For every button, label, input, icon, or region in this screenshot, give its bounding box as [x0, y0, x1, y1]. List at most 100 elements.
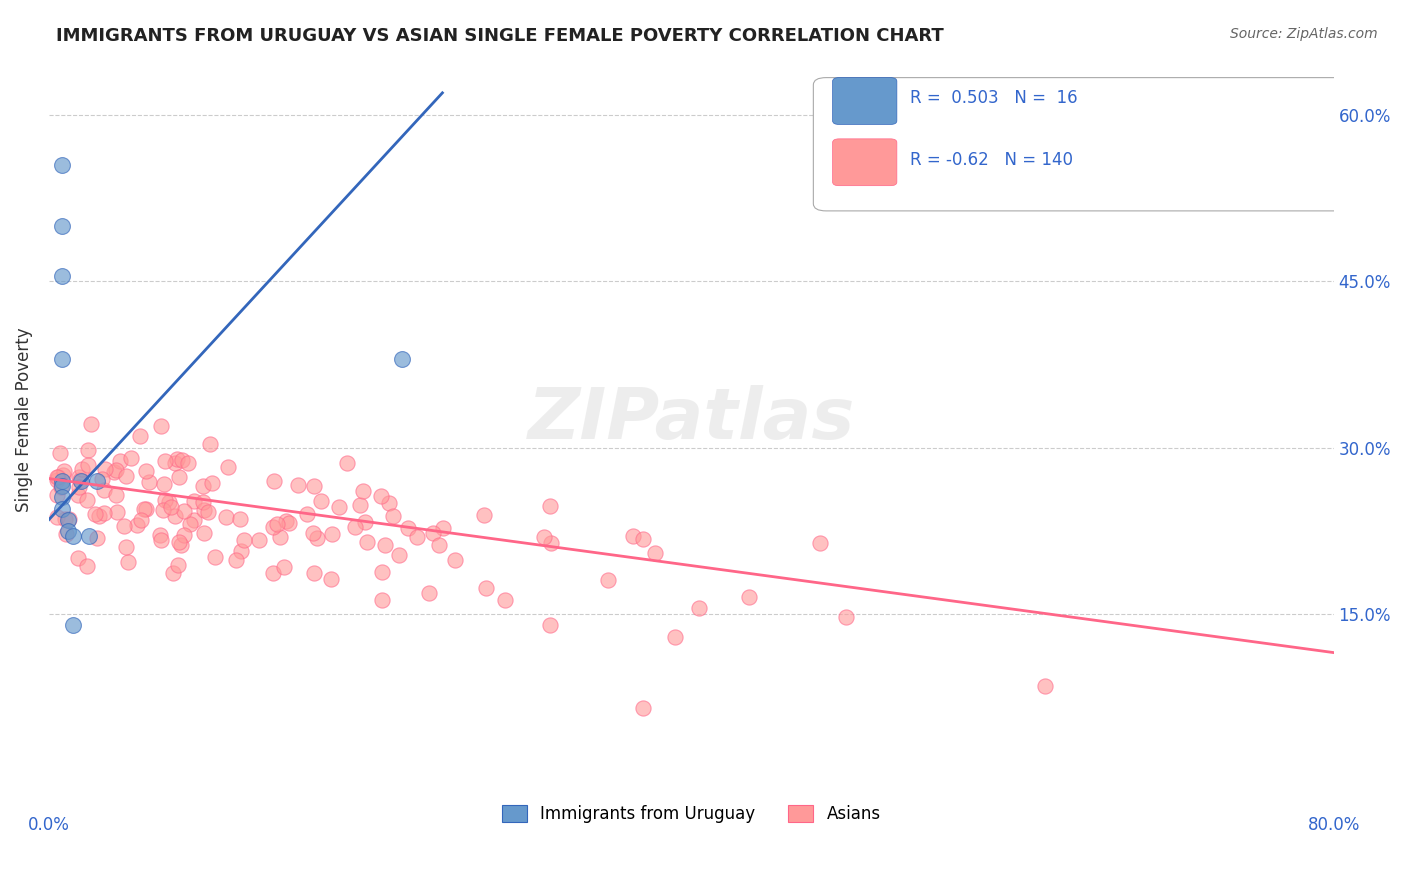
Point — [125, 518, 148, 533]
Point — [105, 505, 128, 519]
Point — [391, 351, 413, 366]
Point — [55, 526, 77, 541]
Point — [356, 534, 378, 549]
FancyBboxPatch shape — [832, 78, 897, 125]
FancyBboxPatch shape — [813, 78, 1360, 211]
Point — [103, 465, 125, 479]
Point — [540, 536, 562, 550]
Point — [51, 268, 73, 283]
Point — [183, 513, 205, 527]
Text: 0.0%: 0.0% — [28, 816, 70, 834]
Point — [62, 529, 84, 543]
Point — [135, 465, 157, 479]
Point — [262, 566, 284, 581]
Point — [91, 472, 114, 486]
Point — [631, 533, 654, 547]
Point — [277, 516, 299, 531]
Point — [128, 429, 150, 443]
Point — [46, 470, 69, 484]
Point — [444, 553, 467, 567]
Point — [162, 566, 184, 580]
Point — [427, 537, 450, 551]
Point — [287, 477, 309, 491]
Point — [52, 467, 75, 482]
Point — [70, 462, 93, 476]
Point — [321, 526, 343, 541]
Point — [51, 158, 73, 172]
Point — [382, 509, 405, 524]
Point — [422, 526, 444, 541]
Point — [273, 559, 295, 574]
Point — [201, 476, 224, 491]
Point — [472, 508, 495, 522]
Point — [177, 456, 200, 470]
Point — [70, 474, 93, 488]
Point — [173, 527, 195, 541]
Point — [538, 617, 561, 632]
Point — [193, 503, 215, 517]
Point — [301, 526, 323, 541]
Point — [149, 418, 172, 433]
Point — [46, 473, 69, 487]
Point — [406, 530, 429, 544]
Point — [193, 478, 215, 492]
Point — [153, 454, 176, 468]
Point — [112, 519, 135, 533]
Point — [138, 475, 160, 489]
Point — [276, 514, 298, 528]
Point — [51, 479, 73, 493]
Point — [76, 492, 98, 507]
Point — [159, 500, 181, 514]
Point — [149, 528, 172, 542]
Point — [51, 491, 73, 505]
Point — [336, 456, 359, 470]
Text: 80.0%: 80.0% — [1308, 816, 1360, 834]
Point — [229, 544, 252, 558]
Point — [370, 490, 392, 504]
Point — [115, 540, 138, 554]
Point — [204, 550, 226, 565]
Point — [129, 513, 152, 527]
Text: R =  0.503   N =  16: R = 0.503 N = 16 — [910, 89, 1077, 107]
Point — [183, 494, 205, 508]
Point — [46, 488, 69, 502]
Point — [84, 507, 107, 521]
Point — [533, 530, 555, 544]
Point — [115, 469, 138, 483]
Point — [52, 464, 75, 478]
Point — [631, 701, 654, 715]
Point — [163, 456, 186, 470]
Point — [200, 437, 222, 451]
Point — [247, 533, 270, 547]
Point — [538, 499, 561, 513]
Point — [149, 533, 172, 548]
Point — [49, 446, 72, 460]
Point — [117, 556, 139, 570]
Point — [46, 510, 69, 524]
Point — [69, 474, 91, 488]
Point — [67, 480, 90, 494]
Point — [596, 573, 619, 587]
Point — [132, 502, 155, 516]
Point — [328, 500, 350, 514]
Point — [302, 566, 325, 580]
Point — [104, 487, 127, 501]
Point — [233, 533, 256, 547]
Point — [79, 417, 101, 431]
Point — [343, 519, 366, 533]
Point — [319, 572, 342, 586]
Point — [370, 566, 392, 580]
Text: IMMIGRANTS FROM URUGUAY VS ASIAN SINGLE FEMALE POVERTY CORRELATION CHART: IMMIGRANTS FROM URUGUAY VS ASIAN SINGLE … — [56, 27, 943, 45]
Point — [51, 501, 73, 516]
Point — [295, 507, 318, 521]
Point — [58, 524, 80, 538]
Point — [664, 630, 686, 644]
Point — [432, 521, 454, 535]
Point — [688, 600, 710, 615]
Text: R = -0.62   N = 140: R = -0.62 N = 140 — [910, 152, 1073, 169]
Point — [93, 506, 115, 520]
Point — [120, 450, 142, 465]
Point — [152, 503, 174, 517]
Point — [494, 593, 516, 607]
Point — [77, 529, 100, 543]
